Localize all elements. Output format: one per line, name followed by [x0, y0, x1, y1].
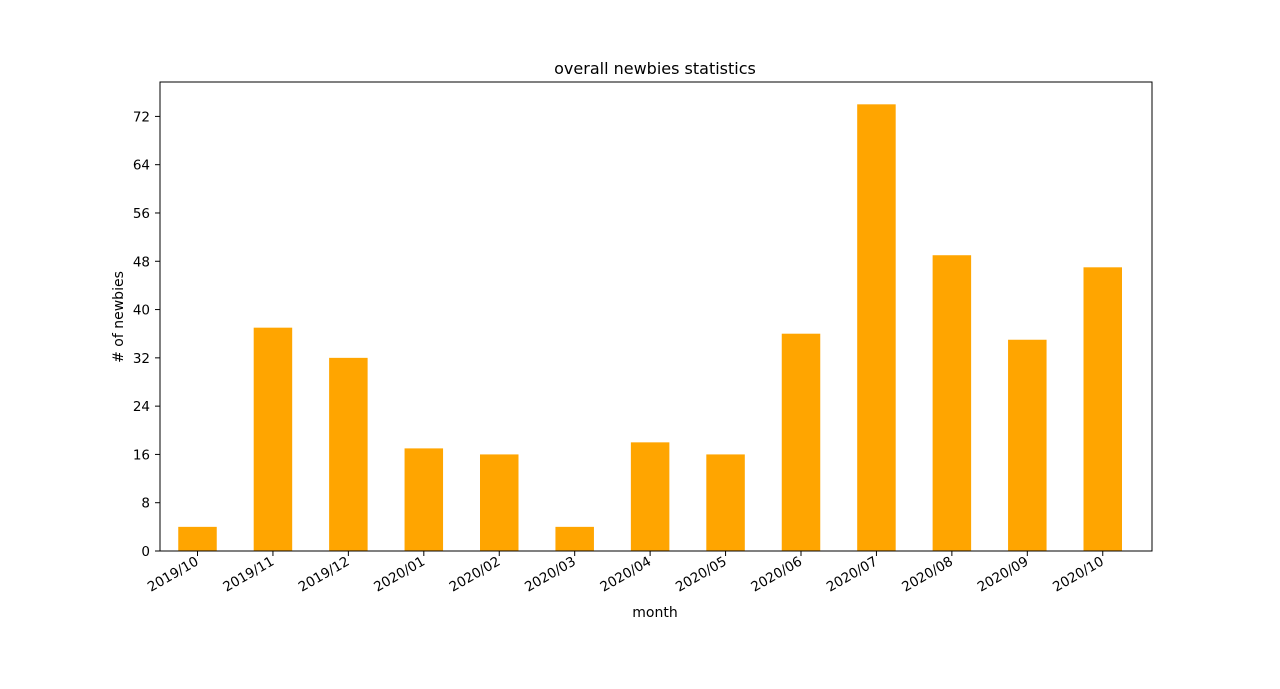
- x-tick-label: 2020/09: [975, 554, 1032, 596]
- bar-2020-06: [781, 333, 821, 551]
- y-tick-label: 40: [133, 303, 150, 319]
- y-tick-label: 32: [133, 351, 150, 367]
- bar-2020-04: [630, 442, 670, 551]
- chart-title: overall newbies statistics: [554, 59, 756, 78]
- bar-2020-02: [480, 454, 519, 551]
- y-tick-label: 64: [133, 158, 150, 174]
- y-axis-label: # of newbies: [111, 271, 127, 363]
- bar-2020-03: [555, 526, 594, 551]
- bar-2019-10: [178, 526, 217, 551]
- x-tick-label: 2020/05: [673, 554, 730, 596]
- x-tick-label: 2019/12: [296, 554, 353, 596]
- y-tick-label: 72: [133, 109, 150, 125]
- y-tick-label: 16: [133, 447, 150, 463]
- bar-2020-01: [404, 448, 444, 551]
- y-tick-label: 8: [141, 496, 150, 512]
- bar-2020-05: [706, 454, 745, 551]
- y-tick-label: 24: [133, 399, 150, 415]
- y-tick-label: 48: [133, 254, 150, 270]
- x-tick-label: 2020/07: [824, 554, 881, 596]
- y-tick-label: 0: [141, 544, 150, 560]
- x-tick-label: 2019/11: [220, 554, 277, 596]
- x-tick-label: 2020/06: [748, 554, 805, 596]
- bar-2020-10: [1083, 267, 1122, 551]
- y-axis: 0 8 16 24 32 40 48 56 64 72: [133, 109, 160, 560]
- bar-2019-11: [253, 327, 293, 551]
- x-tick-label: 2020/02: [447, 554, 504, 596]
- x-axis-label: month: [632, 605, 677, 621]
- bars-group: [178, 104, 1122, 552]
- bar-2019-12: [329, 357, 368, 551]
- plot-frame: [159, 81, 1153, 552]
- bar-2020-08: [932, 255, 972, 552]
- x-tick-label: 2020/01: [371, 554, 428, 596]
- x-tick-label: 2019/10: [145, 554, 202, 596]
- x-tick-label: 2020/08: [899, 554, 956, 596]
- x-tick-label: 2020/10: [1050, 554, 1107, 596]
- bar-2020-09: [1008, 339, 1047, 551]
- x-axis: 2019/10 2019/11 2019/12 2020/01 2020/02 2020/…: [145, 551, 1107, 596]
- x-tick-label: 2020/03: [522, 554, 579, 596]
- bar-2020-07: [857, 104, 896, 551]
- x-tick-label: 2020/04: [598, 554, 655, 596]
- y-tick-label: 56: [133, 206, 150, 222]
